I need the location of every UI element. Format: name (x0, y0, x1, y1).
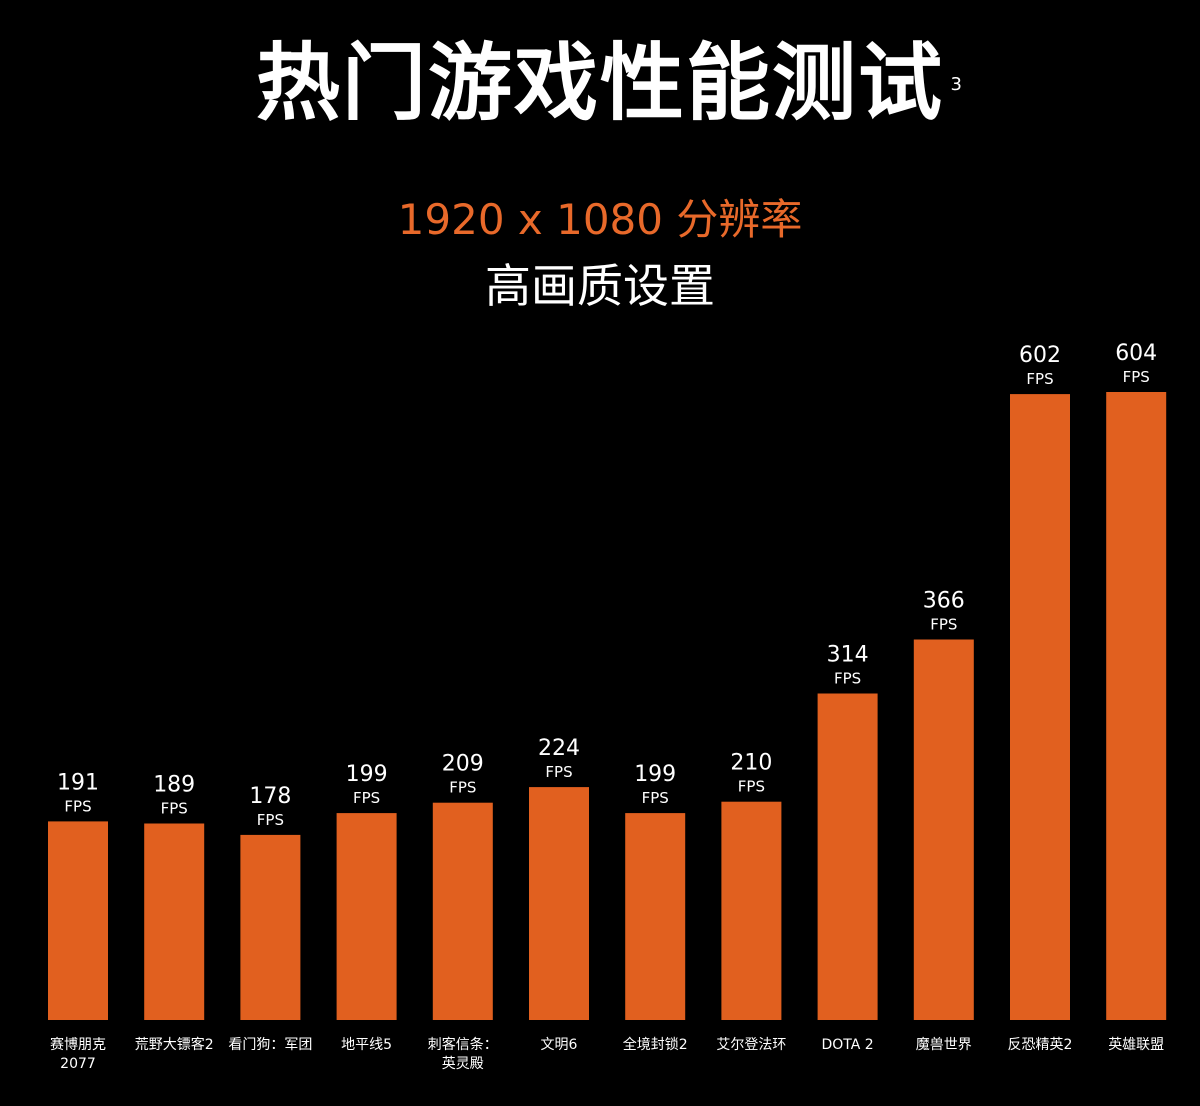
bar-value-label: 199 (346, 762, 388, 787)
bar-value-label: 224 (538, 736, 580, 761)
category-label: 反恐精英2 (1007, 1037, 1073, 1053)
bar (913, 639, 974, 1020)
bar (48, 821, 108, 1020)
bar (529, 787, 589, 1020)
category-label: 地平线5 (341, 1037, 393, 1053)
bar (1010, 394, 1070, 1021)
bar-value-label: 199 (634, 762, 676, 787)
bar-value-label: 366 (923, 589, 965, 614)
bar-unit-label: FPS (1123, 368, 1150, 386)
bar (817, 693, 878, 1020)
category-label: 文明6 (540, 1037, 578, 1053)
bar (336, 813, 397, 1020)
page-title: 热门游戏性能测试 3 (256, 28, 962, 138)
category-label: DOTA 2 (821, 1037, 874, 1053)
title-wrapper: 热门游戏性能测试 3 (0, 28, 1200, 138)
category-label: 荒野大镖客2 (134, 1037, 214, 1053)
bar (1106, 392, 1167, 1020)
bar (625, 813, 686, 1020)
bar-value-label: 604 (1115, 341, 1157, 366)
bar-unit-label: FPS (642, 789, 669, 807)
bar-unit-label: FPS (257, 811, 284, 829)
bar-unit-label: FPS (449, 779, 476, 797)
bar-unit-label: FPS (1026, 370, 1053, 388)
footnote-marker: 3 (950, 74, 964, 95)
bar-unit-label: FPS (64, 797, 91, 815)
bar-value-label: 314 (827, 643, 869, 668)
category-label: 赛博朋克 2077 (50, 1037, 106, 1072)
bar-unit-label: FPS (930, 616, 957, 634)
bar-unit-label: FPS (545, 763, 572, 781)
bar-unit-label: FPS (738, 778, 765, 796)
bar (432, 802, 493, 1020)
bar-unit-label: FPS (834, 670, 861, 688)
bar-value-label: 178 (249, 784, 291, 809)
bar-value-label: 191 (57, 770, 99, 795)
category-label: 看门狗：军团 (228, 1037, 313, 1053)
bar-unit-label: FPS (161, 800, 188, 818)
bar (721, 801, 782, 1020)
resolution-subtitle: 1920 x 1080 分辨率 (397, 195, 803, 244)
bar-value-label: 209 (442, 752, 484, 777)
bar-value-label: 602 (1019, 343, 1061, 368)
bar-value-label: 210 (730, 751, 772, 776)
category-label: 英雄联盟 (1108, 1037, 1165, 1053)
category-label: 艾尔登法环 (716, 1037, 787, 1053)
bar (240, 834, 301, 1020)
quality-subtitle: 高画质设置 (485, 259, 715, 313)
bar (144, 823, 205, 1020)
category-label: 全境封锁2 (622, 1037, 688, 1053)
category-label: 魔兽世界 (915, 1037, 972, 1053)
bar-value-label: 189 (153, 773, 195, 798)
category-label: 刺客信条： 英灵殿 (427, 1037, 498, 1072)
bar-unit-label: FPS (353, 789, 380, 807)
